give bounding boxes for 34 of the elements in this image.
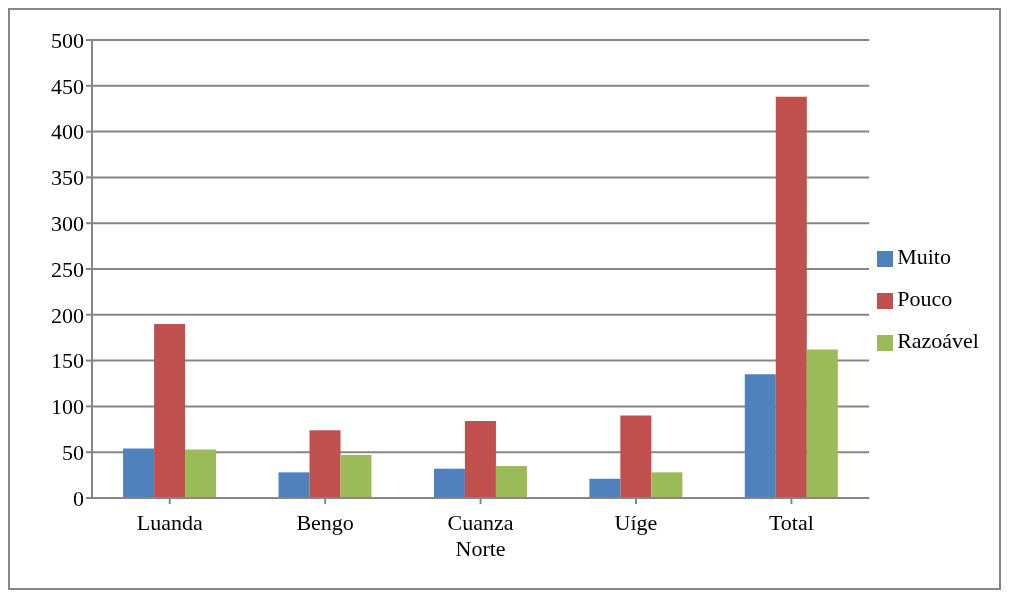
bar	[464, 421, 496, 498]
bar	[123, 448, 155, 498]
legend-label: Muito	[897, 244, 951, 269]
y-tick-label: 0	[73, 485, 84, 511]
bar	[309, 430, 341, 498]
y-tick-label: 50	[62, 440, 84, 466]
bar	[744, 374, 776, 498]
bar	[433, 468, 465, 498]
x-tick-label: Luanda	[136, 510, 203, 535]
y-tick-label: 500	[51, 27, 84, 53]
y-tick-label: 200	[51, 302, 84, 328]
bar	[589, 478, 621, 498]
bar	[185, 449, 217, 498]
bar	[278, 472, 310, 498]
legend-label: Razoável	[897, 328, 979, 353]
bar	[775, 96, 807, 498]
legend-label: Pouco	[897, 286, 953, 311]
bar	[154, 323, 186, 498]
y-tick-label: 350	[51, 165, 84, 191]
y-tick-label: 450	[51, 73, 84, 99]
x-tick-label: Cuanza Norte	[447, 510, 514, 561]
bar	[340, 454, 372, 498]
y-tick-label: 150	[51, 348, 84, 374]
y-tick-label: 100	[51, 394, 84, 420]
bar	[806, 349, 838, 498]
y-tick-label: 400	[51, 119, 84, 145]
bar	[651, 472, 683, 498]
x-tick-label: Bengo	[296, 510, 354, 535]
bar	[495, 465, 527, 498]
x-tick-label: Uíge	[614, 510, 658, 535]
y-tick-label: 250	[51, 256, 84, 282]
bar	[620, 415, 652, 498]
x-tick-label: Total	[768, 510, 814, 535]
y-tick-label: 300	[51, 211, 84, 237]
